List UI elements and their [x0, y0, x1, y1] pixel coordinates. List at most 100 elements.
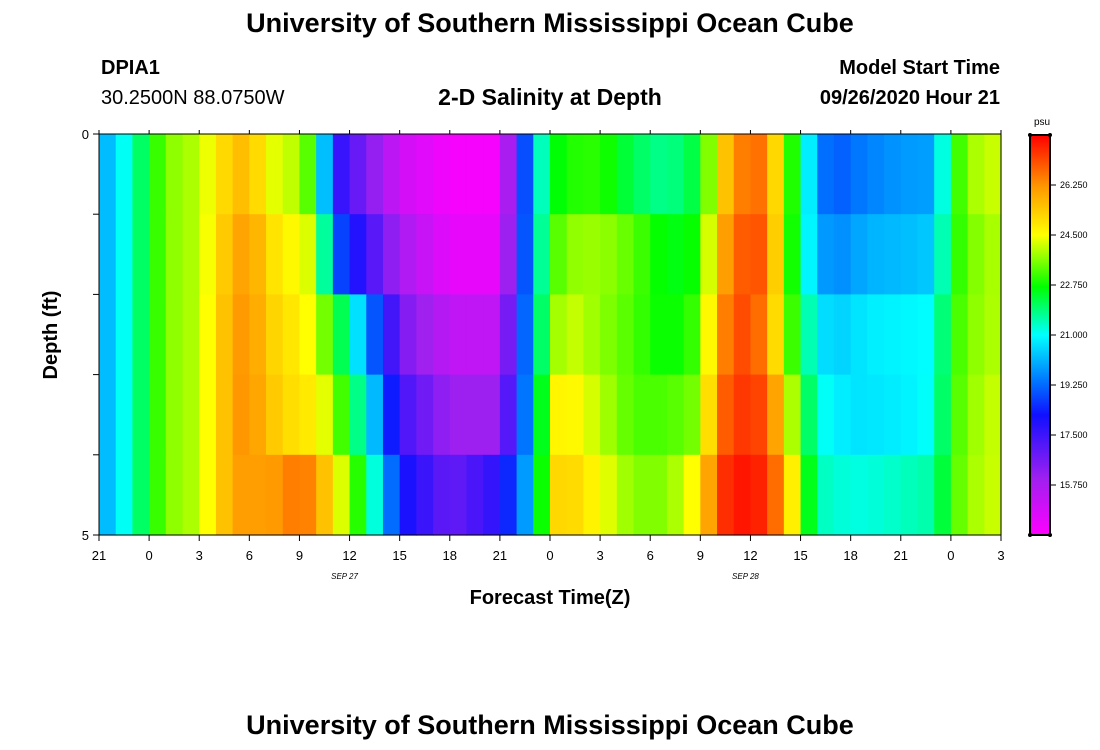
heatmap-cell — [633, 214, 651, 295]
heatmap-cell — [466, 454, 484, 536]
heatmap-cell — [249, 294, 267, 376]
heatmap-cell — [967, 134, 985, 215]
heatmap-cell — [182, 454, 200, 536]
heatmap-cell — [750, 294, 768, 376]
heatmap-cell — [767, 214, 785, 295]
heatmap-cell — [282, 454, 301, 536]
heatmap-cell — [115, 454, 133, 536]
x-tick-label: 12 — [743, 548, 757, 563]
heatmap-cell — [550, 454, 568, 536]
heatmap — [99, 134, 1002, 536]
heatmap-cell — [550, 374, 568, 456]
heatmap-cell — [817, 374, 835, 456]
heatmap-cell — [182, 294, 200, 376]
heatmap-cell — [299, 134, 317, 215]
heatmap-cell — [683, 454, 701, 536]
heatmap-cell — [332, 374, 351, 456]
heatmap-cell — [867, 454, 885, 536]
heatmap-cell — [416, 294, 434, 376]
heatmap-cell — [349, 374, 367, 456]
heatmap-cell — [483, 374, 501, 456]
heatmap-cell — [767, 374, 785, 456]
heatmap-cell — [733, 454, 752, 536]
heatmap-cell — [132, 374, 150, 456]
heatmap-cell — [616, 454, 635, 536]
heatmap-cell — [650, 454, 668, 536]
heatmap-cell — [666, 134, 685, 215]
heatmap-cell — [800, 374, 818, 456]
heatmap-cell — [99, 454, 117, 536]
heatmap-cell — [616, 134, 635, 215]
heatmap-cell — [583, 294, 601, 376]
heatmap-cell — [466, 294, 484, 376]
heatmap-cell — [950, 294, 969, 376]
heatmap-cell — [366, 374, 384, 456]
heatmap-cell — [416, 134, 434, 215]
heatmap-cell — [483, 134, 501, 215]
colorbar: psu 26.250 24.500 22.750 21.000 19.250 17.500… — [1028, 117, 1088, 537]
heatmap-cell — [767, 134, 785, 215]
heatmap-cell — [917, 454, 935, 536]
station-coordinates: 30.2500N 88.0750W — [101, 87, 285, 109]
heatmap-cell — [566, 214, 584, 295]
heatmap-cell — [616, 294, 635, 376]
model-start-label: Model Start Time — [839, 57, 1000, 79]
heatmap-cell — [499, 294, 518, 376]
heatmap-cell — [767, 294, 785, 376]
model-start-value: 09/26/2020 Hour 21 — [819, 87, 1000, 109]
x-tick-label: 18 — [443, 548, 457, 563]
x-tick-label: 21 — [894, 548, 908, 563]
heatmap-cell — [215, 294, 234, 376]
heatmap-cell — [934, 134, 952, 215]
heatmap-cell — [934, 374, 952, 456]
heatmap-cell — [366, 214, 384, 295]
heatmap-cell — [466, 134, 484, 215]
heatmap-cell — [249, 454, 267, 536]
heatmap-cell — [199, 214, 217, 295]
heatmap-cell — [700, 214, 718, 295]
heatmap-cell — [850, 134, 868, 215]
heatmap-cell — [800, 294, 818, 376]
heatmap-cell — [967, 374, 985, 456]
heatmap-cell — [817, 294, 835, 376]
heatmap-cell — [817, 454, 835, 536]
x-axis-label: Forecast Time(Z) — [470, 587, 631, 609]
heatmap-cell — [382, 294, 401, 376]
heatmap-cell — [316, 214, 334, 295]
heatmap-cell — [917, 214, 935, 295]
heatmap-cell — [700, 374, 718, 456]
heatmap-cell — [182, 214, 200, 295]
heatmap-cell — [483, 294, 501, 376]
heatmap-cell — [149, 214, 167, 295]
heatmap-cell — [449, 134, 468, 215]
heatmap-cell — [984, 294, 1002, 376]
heatmap-cell — [600, 214, 618, 295]
heatmap-cell — [934, 214, 952, 295]
heatmap-cell — [499, 454, 518, 536]
heatmap-cell — [733, 294, 752, 376]
heatmap-cell — [416, 214, 434, 295]
heatmap-cell — [433, 134, 451, 215]
heatmap-cell — [249, 374, 267, 456]
heatmap-cell — [950, 374, 969, 456]
heatmap-cell — [817, 214, 835, 295]
heatmap-cell — [215, 134, 234, 215]
heatmap-cell — [366, 294, 384, 376]
heatmap-cell — [516, 214, 534, 295]
heatmap-cell — [583, 214, 601, 295]
heatmap-cell — [884, 454, 902, 536]
heatmap-cell — [583, 134, 601, 215]
heatmap-cell — [182, 374, 200, 456]
y-axis-label: Depth (ft) — [40, 291, 62, 380]
heatmap-cell — [399, 294, 417, 376]
heatmap-cell — [316, 294, 334, 376]
heatmap-cell — [449, 374, 468, 456]
heatmap-cell — [232, 454, 250, 536]
heatmap-cell — [750, 374, 768, 456]
heatmap-cell — [833, 134, 852, 215]
heatmap-cell — [115, 134, 133, 215]
heatmap-cell — [533, 294, 551, 376]
heatmap-cell — [900, 294, 919, 376]
heatmap-cell — [332, 454, 351, 536]
